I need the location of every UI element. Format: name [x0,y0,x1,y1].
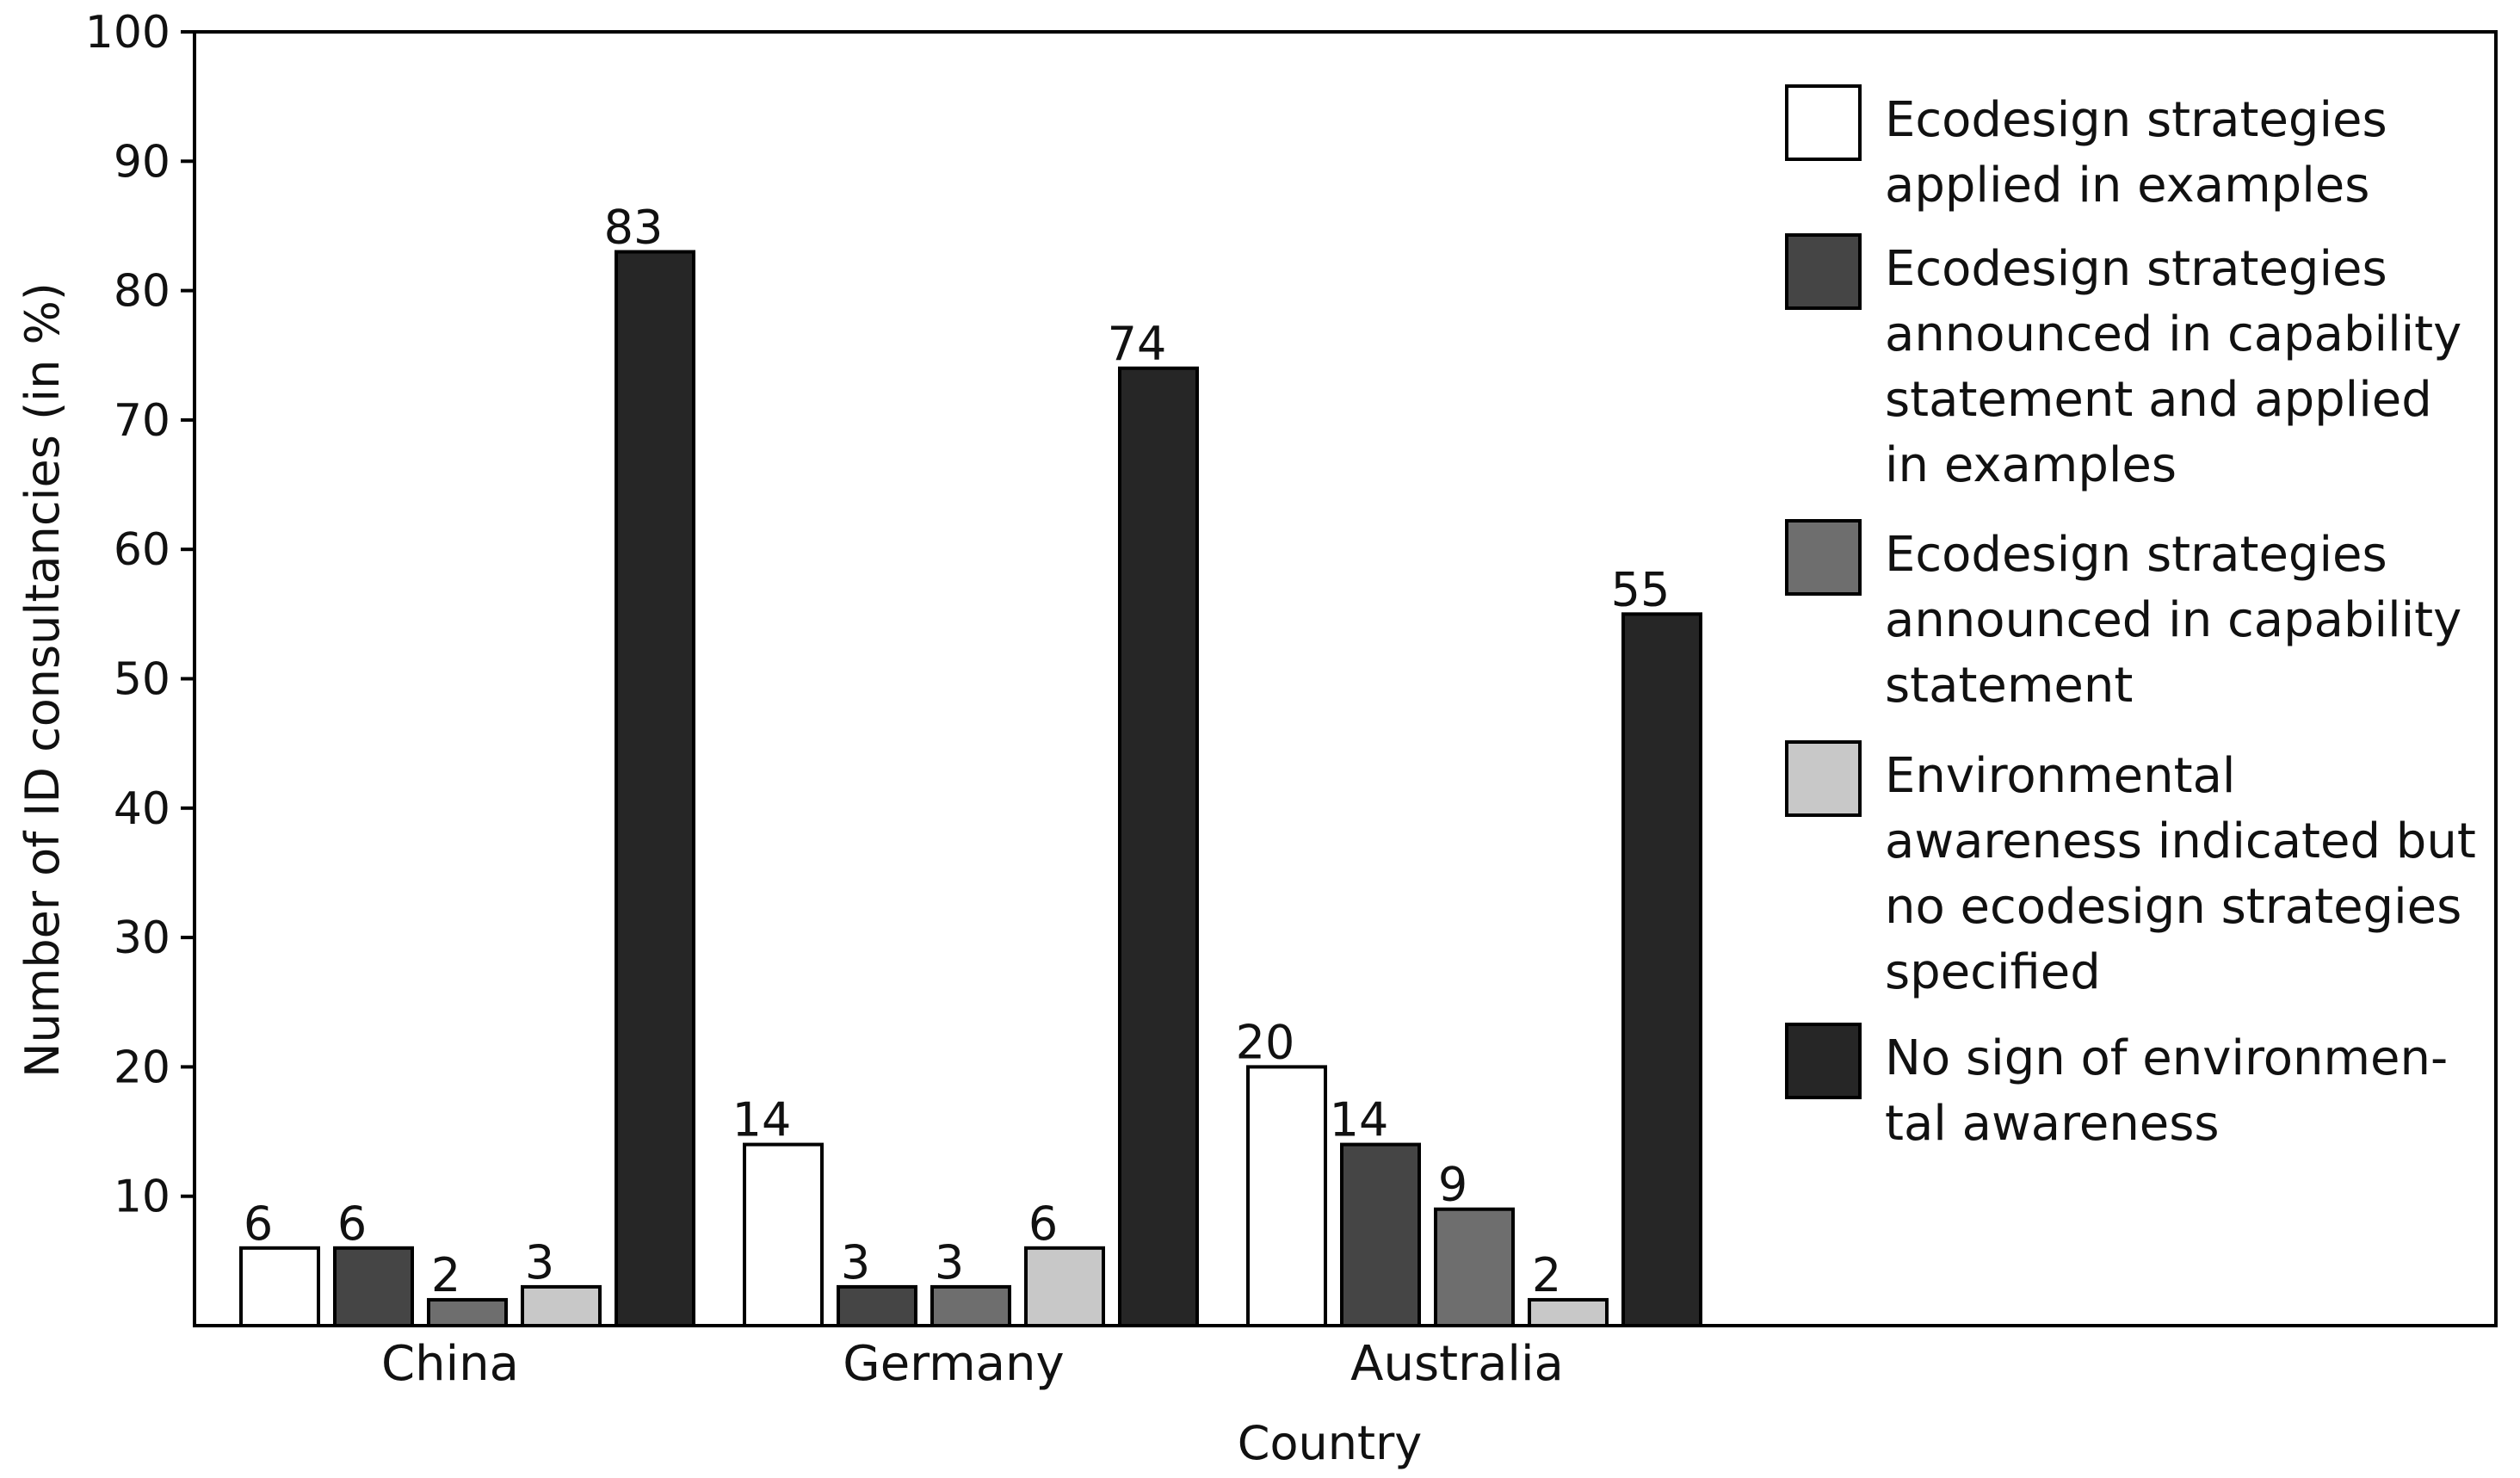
data-label: 6 [1028,1197,1058,1251]
data-label: 14 [1330,1093,1389,1147]
y-tick-label: 40 [114,783,170,835]
legend: Ecodesign strategies applied in examples E… [1785,84,2476,1152]
legend-swatch [1785,519,1862,596]
y-tick-label: 50 [114,654,170,706]
x-tick-label: China [381,1336,519,1392]
bar-china-series-1 [239,1246,320,1327]
legend-label: statement and applied [1885,372,2432,428]
legend-label: Environmental [1885,748,2235,804]
data-label: 14 [732,1093,792,1147]
legend-label: Ecodesign strategies [1885,241,2387,297]
legend-label: tal awareness [1885,1096,2220,1152]
data-label: 74 [1108,317,1167,371]
x-axis-title: Country [1238,1416,1423,1470]
bar-china-series-3 [427,1297,508,1327]
bar-germany-series-3 [930,1284,1011,1328]
y-tick-label: 30 [114,912,170,964]
bar-china-series-5 [615,250,695,1327]
legend-label: statement [1885,658,2133,714]
legend-label: no ecodesign strategies [1885,879,2461,935]
legend-label: specified [1885,944,2101,1000]
y-tick-label: 100 [85,7,170,59]
y-tick-label: 90 [114,136,170,188]
data-label: 6 [337,1197,367,1251]
legend-label: awareness indicated but [1885,813,2476,869]
data-label: 6 [244,1197,273,1251]
bar-germany-series-4 [1024,1246,1105,1327]
data-label: 3 [935,1235,964,1289]
legend-swatch [1785,740,1862,817]
data-label: 2 [431,1248,460,1302]
y-axis-title: Number of ID consultancies (in %) [15,282,70,1078]
legend-swatch [1785,233,1862,310]
bar-germany-series-5 [1118,366,1199,1327]
legend-label: No sign of environmen- [1885,1030,2448,1086]
bar-china-series-2 [333,1246,414,1327]
bar-australia-series-2 [1340,1142,1421,1327]
legend-label: announced in capability [1885,306,2461,362]
y-tick-label: 80 [114,266,170,318]
bar-china-series-4 [521,1284,602,1328]
bar-australia-series-4 [1528,1297,1609,1327]
data-label: 3 [525,1235,554,1289]
y-axis: 10 20 30 40 50 60 70 80 90 100 [85,7,195,1223]
legend-swatch [1785,1023,1862,1099]
bar-germany-series-2 [837,1284,917,1328]
data-label: 20 [1236,1015,1295,1069]
bar-australia-series-3 [1434,1207,1515,1327]
data-label: 3 [841,1235,870,1289]
x-tick-label: Australia [1350,1336,1564,1392]
bars: 6 6 2 3 83 14 3 3 6 74 20 14 9 2 55 [239,201,1702,1328]
legend-label: in examples [1885,437,2177,493]
legend-label: Ecodesign strategies [1885,527,2387,583]
bar-germany-series-1 [743,1142,824,1327]
y-tick-label: 60 [114,524,170,576]
legend-swatch [1785,84,1862,161]
x-axis: China Germany Australia [381,1336,1564,1392]
bar-australia-series-1 [1246,1065,1327,1328]
legend-label: applied in examples [1885,158,2369,213]
legend-label: announced in capability [1885,592,2461,648]
legend-label: Ecodesign strategies [1885,92,2387,148]
data-label: 55 [1611,562,1671,616]
y-tick-label: 10 [114,1172,170,1223]
data-label: 83 [604,201,664,255]
y-tick-label: 20 [114,1042,170,1093]
x-tick-label: Germany [843,1336,1064,1392]
bar-australia-series-5 [1621,612,1702,1327]
y-tick-label: 70 [114,395,170,447]
data-label: 2 [1532,1248,1561,1302]
data-label: 9 [1438,1158,1467,1212]
